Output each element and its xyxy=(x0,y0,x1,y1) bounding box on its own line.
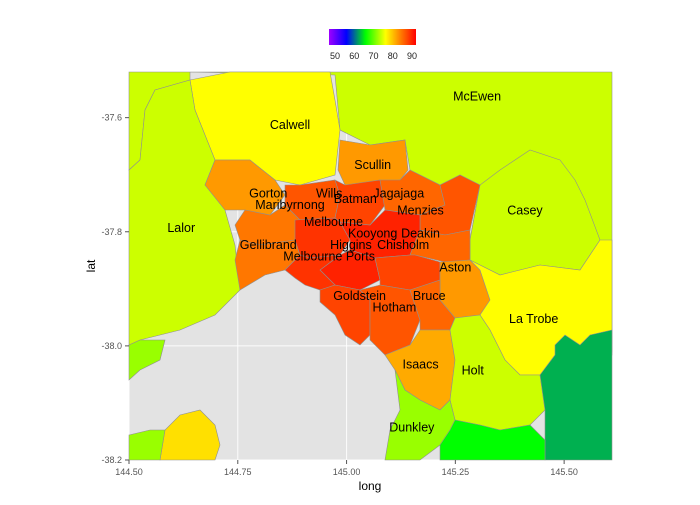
region-scullin xyxy=(337,139,409,186)
region-label-menzies: Menzies xyxy=(397,204,444,218)
region-label-bruce: Bruce xyxy=(413,289,446,303)
region-labels: McEwen Calwell Scullin Gorton WillsBatmanJag… xyxy=(167,90,558,435)
region-label-chisholm: Chisholm xyxy=(377,238,429,252)
region-label-la-trobe: La Trobe xyxy=(509,312,558,326)
x-tick-label: 145.50 xyxy=(550,467,578,477)
region-label-melbourne-ports: Melbourne Ports xyxy=(283,249,375,263)
region-label-aston: Aston xyxy=(439,261,471,275)
legend-tick-label: 80 xyxy=(388,51,398,61)
region-label-gellibrand: Gellibrand xyxy=(240,238,297,252)
region-label-melbourne: Melbourne xyxy=(304,215,363,229)
legend-colorbar xyxy=(329,29,416,45)
region-label-hotham: Hotham xyxy=(373,301,417,315)
region-southwest xyxy=(128,339,166,381)
region-southwest-low xyxy=(128,429,166,461)
region-label-mcewen: McEwen xyxy=(453,90,501,104)
y-tick-label: -38.2 xyxy=(101,455,122,465)
legend-tick-label: 90 xyxy=(407,51,417,61)
region-melbourne-ports xyxy=(284,254,342,291)
y-tick-label: -37.8 xyxy=(101,227,122,237)
region-label-holt: Holt xyxy=(462,363,485,377)
region-label-wills: Wills xyxy=(316,187,342,201)
x-tick-label: 144.50 xyxy=(115,467,143,477)
y-tick-label: -38.0 xyxy=(101,341,122,351)
y-axis: -37.6 -37.8 -38.0 -38.2 xyxy=(101,113,129,465)
region-bellarine xyxy=(159,409,221,461)
region-label-lalor: Lalor xyxy=(167,221,195,235)
region-southeast-green xyxy=(539,329,613,461)
region-label-calwell: Calwell xyxy=(270,118,310,132)
x-tick-label: 145.25 xyxy=(442,467,470,477)
region-label-jagajaga: Jagajaga xyxy=(373,187,424,201)
x-axis: 144.50 144.75 145.00 145.25 145.50 xyxy=(115,460,578,477)
legend: 50 60 70 80 90 xyxy=(329,29,417,61)
region-goldstein xyxy=(319,284,371,346)
region-label-gorton: Gorton xyxy=(249,187,287,201)
region-label-batman: Batman xyxy=(334,192,377,206)
y-tick-label: -37.6 xyxy=(101,113,122,123)
x-axis-title: long xyxy=(359,479,382,493)
region-label-maribyrnong: Maribyrnong xyxy=(255,198,325,212)
region-label-casey: Casey xyxy=(507,204,543,218)
legend-ticks: 50 60 70 80 90 xyxy=(330,51,417,61)
region-label-isaacs: Isaacs xyxy=(402,358,438,372)
region-label-kooyong: Kooyong xyxy=(348,226,397,240)
region-label-higgins: Higgins xyxy=(330,238,372,252)
region-label-scullin: Scullin xyxy=(354,158,391,172)
electorate-polygons xyxy=(128,71,613,461)
region-flinders xyxy=(439,419,546,461)
legend-tick-label: 70 xyxy=(368,51,378,61)
x-tick-label: 145.00 xyxy=(333,467,361,477)
legend-tick-label: 60 xyxy=(349,51,359,61)
region-label-deakin: Deakin xyxy=(401,226,440,240)
legend-tick-label: 50 xyxy=(330,51,340,61)
region-label-dunkley: Dunkley xyxy=(389,420,435,434)
y-axis-title: lat xyxy=(84,259,98,272)
x-tick-label: 144.75 xyxy=(224,467,252,477)
region-label-goldstein: Goldstein xyxy=(333,289,386,303)
